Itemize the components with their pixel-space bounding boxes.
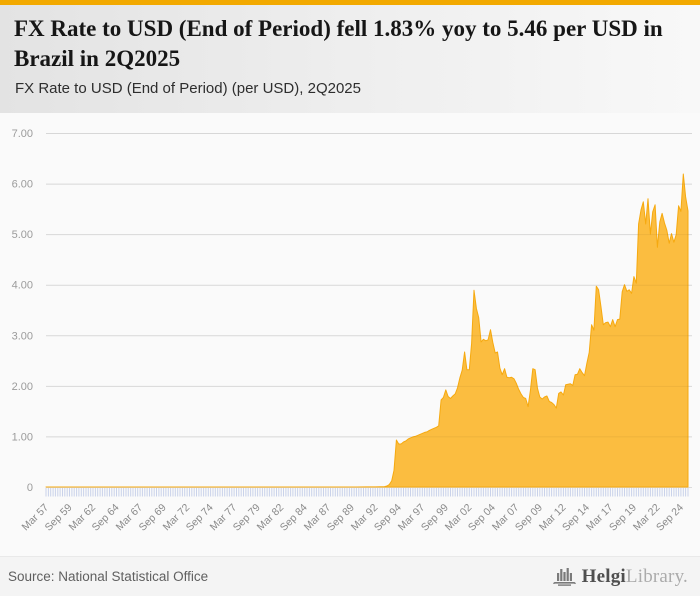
source-text: Source: National Statistical Office bbox=[8, 569, 209, 584]
svg-text:1.00: 1.00 bbox=[12, 431, 33, 443]
chart-area: 7.00 6.00 5.00 4.00 3.00 2.00 1.00 0 Mar 57 Sep 5… bbox=[0, 113, 700, 556]
svg-text:6.00: 6.00 bbox=[12, 179, 33, 191]
brand-name-secondary: Library. bbox=[625, 565, 688, 587]
svg-text:0: 0 bbox=[27, 482, 33, 494]
svg-text:Sep 24: Sep 24 bbox=[654, 502, 686, 534]
page-title: FX Rate to USD (End of Period) fell 1.83… bbox=[14, 16, 663, 71]
footer: Source: National Statistical Office Helg… bbox=[0, 556, 700, 596]
svg-text:2.00: 2.00 bbox=[12, 381, 33, 393]
svg-text:4.00: 4.00 bbox=[12, 280, 33, 292]
brand-wordmark: HelgiLibrary. bbox=[582, 566, 688, 588]
helgi-library-logo[interactable]: HelgiLibrary. bbox=[552, 566, 688, 588]
brand-name-primary: Helgi bbox=[581, 565, 626, 587]
svg-text:3.00: 3.00 bbox=[12, 330, 33, 342]
chart-subtitle: FX Rate to USD (End of Period) (per USD)… bbox=[15, 79, 361, 97]
header: FX Rate to USD (End of Period) fell 1.83… bbox=[0, 5, 700, 113]
bar-chart-logo-icon bbox=[552, 567, 576, 586]
accent-top-bar bbox=[0, 0, 700, 5]
svg-text:5.00: 5.00 bbox=[12, 229, 33, 241]
svg-text:7.00: 7.00 bbox=[12, 128, 33, 140]
